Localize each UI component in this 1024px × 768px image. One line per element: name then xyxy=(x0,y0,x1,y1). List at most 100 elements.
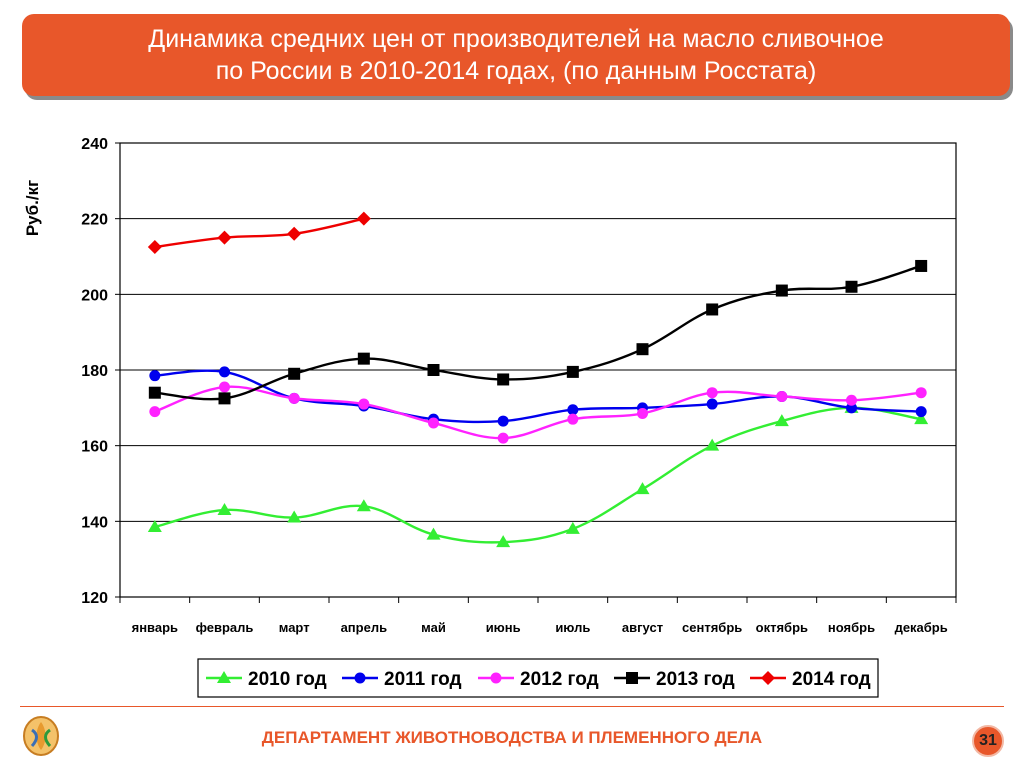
data-point xyxy=(705,438,720,451)
y-axis-ticks: 120 140 160 180 200 220 240 xyxy=(81,136,120,607)
data-point xyxy=(287,226,302,241)
data-point xyxy=(287,510,302,523)
data-point xyxy=(149,406,161,418)
x-tick-label: март xyxy=(279,620,310,635)
legend-label: 2010 год xyxy=(248,669,327,690)
data-point xyxy=(288,392,300,404)
legend-item: 2013 год xyxy=(614,669,735,690)
data-point xyxy=(706,303,719,316)
legend-marker xyxy=(217,671,231,683)
x-tick-label: апрель xyxy=(341,620,388,635)
data-point xyxy=(774,414,789,427)
series-line xyxy=(154,217,365,249)
data-point xyxy=(148,386,161,399)
y-tick-label: 240 xyxy=(81,136,108,153)
data-point xyxy=(427,364,440,376)
data-point xyxy=(147,240,162,255)
data-point xyxy=(497,415,509,427)
price-line-chart: 120 140 160 180 200 220 240 январь февраль март а… xyxy=(23,136,957,698)
data-point xyxy=(357,352,370,365)
x-tick-label: февраль xyxy=(196,620,254,635)
series-3 xyxy=(149,381,927,444)
data-point xyxy=(706,387,718,399)
data-point xyxy=(426,527,441,540)
legend-label: 2014 год xyxy=(792,669,871,690)
x-tick-label: ноябрь xyxy=(828,620,875,635)
page-number-badge: 31 xyxy=(972,725,1004,757)
data-point xyxy=(775,284,788,297)
legend-label: 2012 год xyxy=(520,669,599,690)
data-point xyxy=(915,259,928,272)
x-tick-label: июль xyxy=(555,620,590,635)
legend-item: 2010 год xyxy=(206,669,327,690)
data-point xyxy=(149,370,161,382)
ministry-logo-icon xyxy=(23,716,59,756)
footer-divider xyxy=(20,706,1004,707)
data-point xyxy=(565,521,580,534)
data-point xyxy=(635,482,650,495)
data-point xyxy=(217,502,232,515)
data-point xyxy=(846,394,857,406)
data-point xyxy=(356,499,371,512)
legend: 2010 год 2011 год 2012 год 2013 год 2014 год xyxy=(197,658,879,698)
data-point xyxy=(915,387,927,399)
y-tick-label: 220 xyxy=(81,212,108,229)
data-point xyxy=(636,343,649,356)
data-point xyxy=(428,417,439,429)
data-point xyxy=(567,413,579,425)
grid-lines xyxy=(120,218,956,522)
y-tick-label: 180 xyxy=(81,363,108,380)
x-tick-label: июнь xyxy=(486,620,521,635)
x-tick-label: сентябрь xyxy=(682,620,742,635)
legend-item: 2012 год xyxy=(478,669,599,690)
data-point xyxy=(706,398,718,410)
x-tick-label: октябрь xyxy=(756,620,808,635)
data-point xyxy=(496,535,511,548)
data-point xyxy=(497,373,510,386)
y-tick-label: 140 xyxy=(81,514,108,531)
y-tick-label: 120 xyxy=(81,590,108,607)
legend-label: 2013 год xyxy=(656,669,735,690)
data-point xyxy=(845,280,858,293)
legend-label: 2011 год xyxy=(384,669,462,690)
data-point xyxy=(567,404,579,416)
data-point xyxy=(497,432,509,444)
series-5 xyxy=(147,211,371,255)
legend-marker xyxy=(490,672,502,684)
y-tick-label: 200 xyxy=(81,287,108,304)
data-point xyxy=(637,408,648,420)
series-group xyxy=(147,211,929,548)
data-point xyxy=(915,406,927,418)
series-line xyxy=(154,385,922,440)
x-axis-ticks: январь февраль март апрель май июнь июль август… xyxy=(119,597,957,635)
data-point xyxy=(776,390,788,402)
legend-marker xyxy=(761,671,775,685)
legend-marker xyxy=(354,672,366,684)
legend-marker xyxy=(626,672,638,684)
data-point xyxy=(356,211,371,226)
data-point xyxy=(288,367,301,380)
legend-item: 2014 год xyxy=(750,669,871,690)
series-4 xyxy=(148,259,928,405)
series-line xyxy=(154,406,922,544)
y-tick-label: 160 xyxy=(81,439,108,456)
data-point xyxy=(217,230,232,245)
slide-title-line-2: по России в 2010-2014 годах, (по данным … xyxy=(215,57,817,85)
data-point xyxy=(218,392,231,405)
data-point xyxy=(358,398,370,410)
x-tick-label: май xyxy=(421,620,446,635)
x-tick-label: декабрь xyxy=(895,620,948,635)
legend-item: 2011 год xyxy=(342,669,462,690)
slide-title-line-1: Динамика средних цен от производителей н… xyxy=(148,25,884,53)
department-name: ДЕПАРТАМЕНТ ЖИВОТНОВОДСТВА И ПЛЕМЕННОГО … xyxy=(261,728,763,747)
data-point xyxy=(846,402,857,414)
x-tick-label: август xyxy=(622,620,663,635)
data-point xyxy=(147,520,162,533)
data-point xyxy=(219,366,230,378)
data-point xyxy=(566,365,579,378)
title-banner: Динамика средних цен от производителей н… xyxy=(22,14,1010,96)
y-axis-label: Руб./кг xyxy=(23,180,42,236)
x-tick-label: январь xyxy=(132,620,178,635)
data-point xyxy=(914,412,929,425)
data-point xyxy=(219,381,230,393)
